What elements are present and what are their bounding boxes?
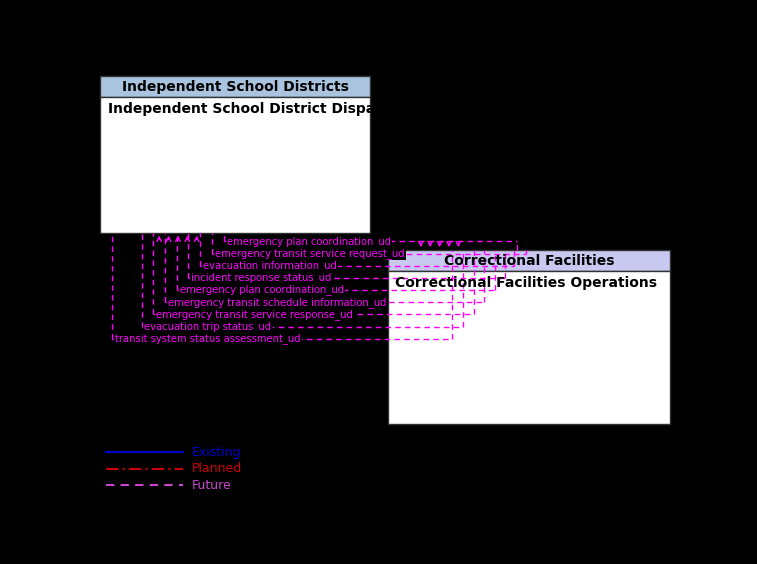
Text: Correctional Facilities Operations: Correctional Facilities Operations [395, 276, 657, 290]
Bar [388, 271, 670, 424]
Text: Correctional Facilities: Correctional Facilities [444, 253, 614, 267]
Bar [101, 97, 370, 233]
Text: evacuation trip status_ud: evacuation trip status_ud [145, 321, 272, 332]
Text: Independent School District Dispatch: Independent School District Dispatch [107, 103, 400, 116]
Text: Independent School Districts: Independent School Districts [122, 80, 349, 94]
Text: Planned: Planned [192, 462, 241, 475]
Text: evacuation information_ud: evacuation information_ud [203, 260, 337, 271]
Text: incident response status_ud: incident response status_ud [192, 272, 332, 283]
Text: emergency plan coordination_ud: emergency plan coordination_ud [226, 236, 391, 247]
Text: transit system status assessment_ud: transit system status assessment_ud [115, 333, 301, 344]
Bar [101, 76, 370, 97]
Text: emergency plan coordination_ud: emergency plan coordination_ud [179, 285, 344, 296]
Text: emergency transit schedule information_ud: emergency transit schedule information_u… [168, 297, 387, 307]
Text: Future: Future [192, 478, 231, 491]
Text: emergency transit service request_ud: emergency transit service request_ud [215, 248, 404, 259]
Text: Existing: Existing [192, 446, 241, 459]
Bar [388, 250, 670, 271]
Text: emergency transit service response_ud: emergency transit service response_ud [156, 309, 353, 320]
